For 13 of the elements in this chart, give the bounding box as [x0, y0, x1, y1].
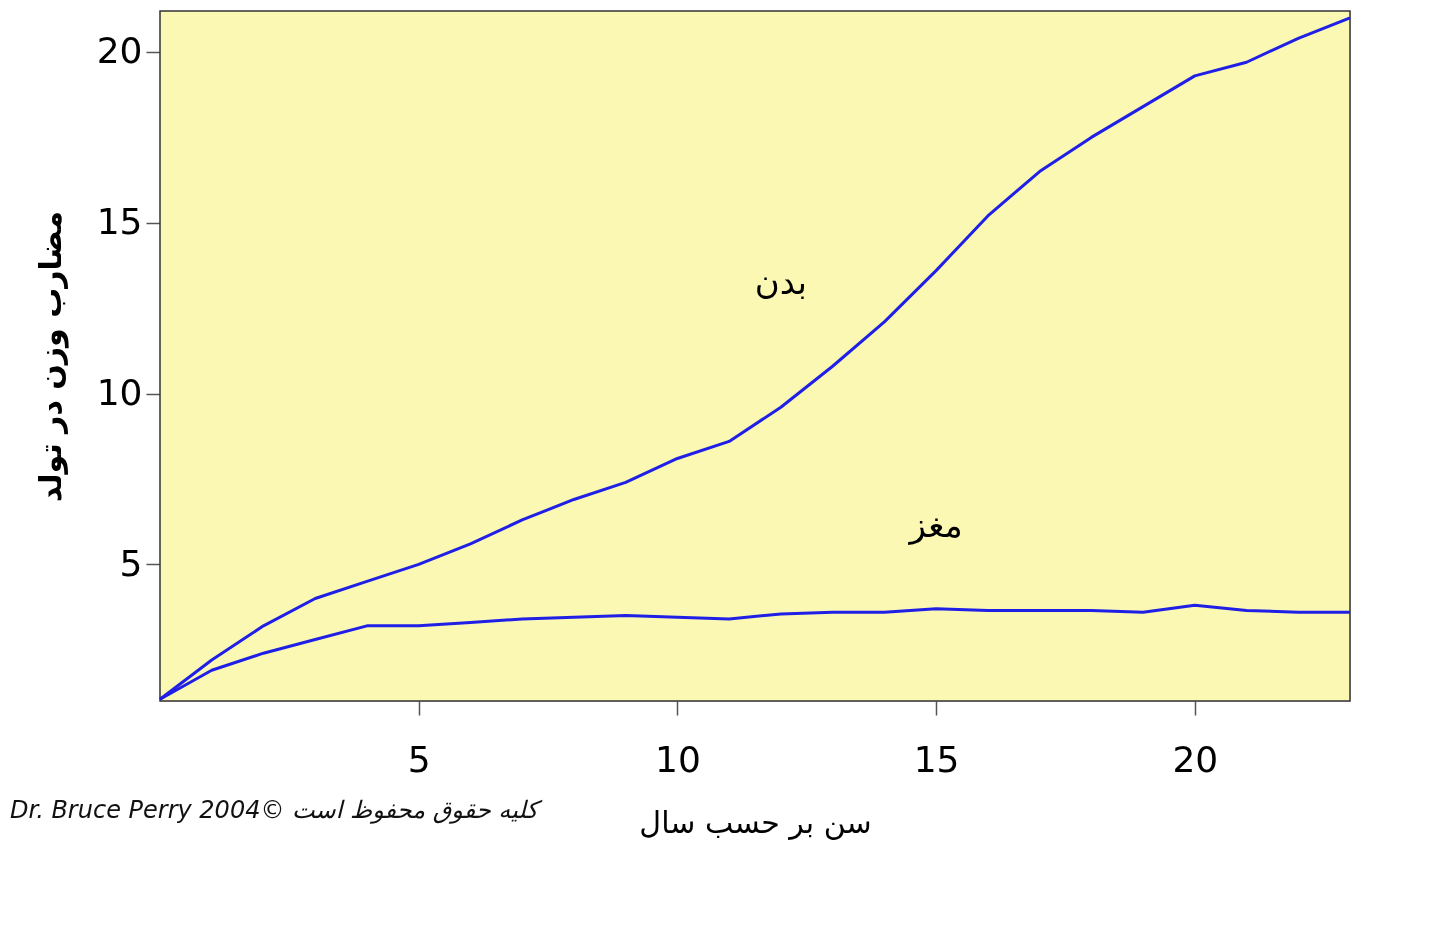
- x-tick-label: 10: [654, 738, 701, 780]
- x-tick-label: 20: [1172, 738, 1219, 780]
- x-tick-label: 5: [407, 738, 431, 780]
- y-tick-label: 20: [96, 30, 143, 72]
- y-axis-title: مضارب وزن در تولد: [32, 210, 69, 503]
- y-tick-label: 5: [119, 542, 143, 584]
- series-label: مغز: [907, 504, 963, 546]
- y-tick-label: 10: [96, 372, 143, 414]
- x-tick-label: 15: [913, 738, 960, 780]
- series-label: بدن: [754, 262, 808, 303]
- x-axis-title: سن بر حسب سال: [639, 804, 872, 840]
- y-tick-label: 15: [96, 201, 143, 243]
- text: Dr. Bruce Perry 2004© کلیه حقوق محفوظ است: [10, 796, 543, 824]
